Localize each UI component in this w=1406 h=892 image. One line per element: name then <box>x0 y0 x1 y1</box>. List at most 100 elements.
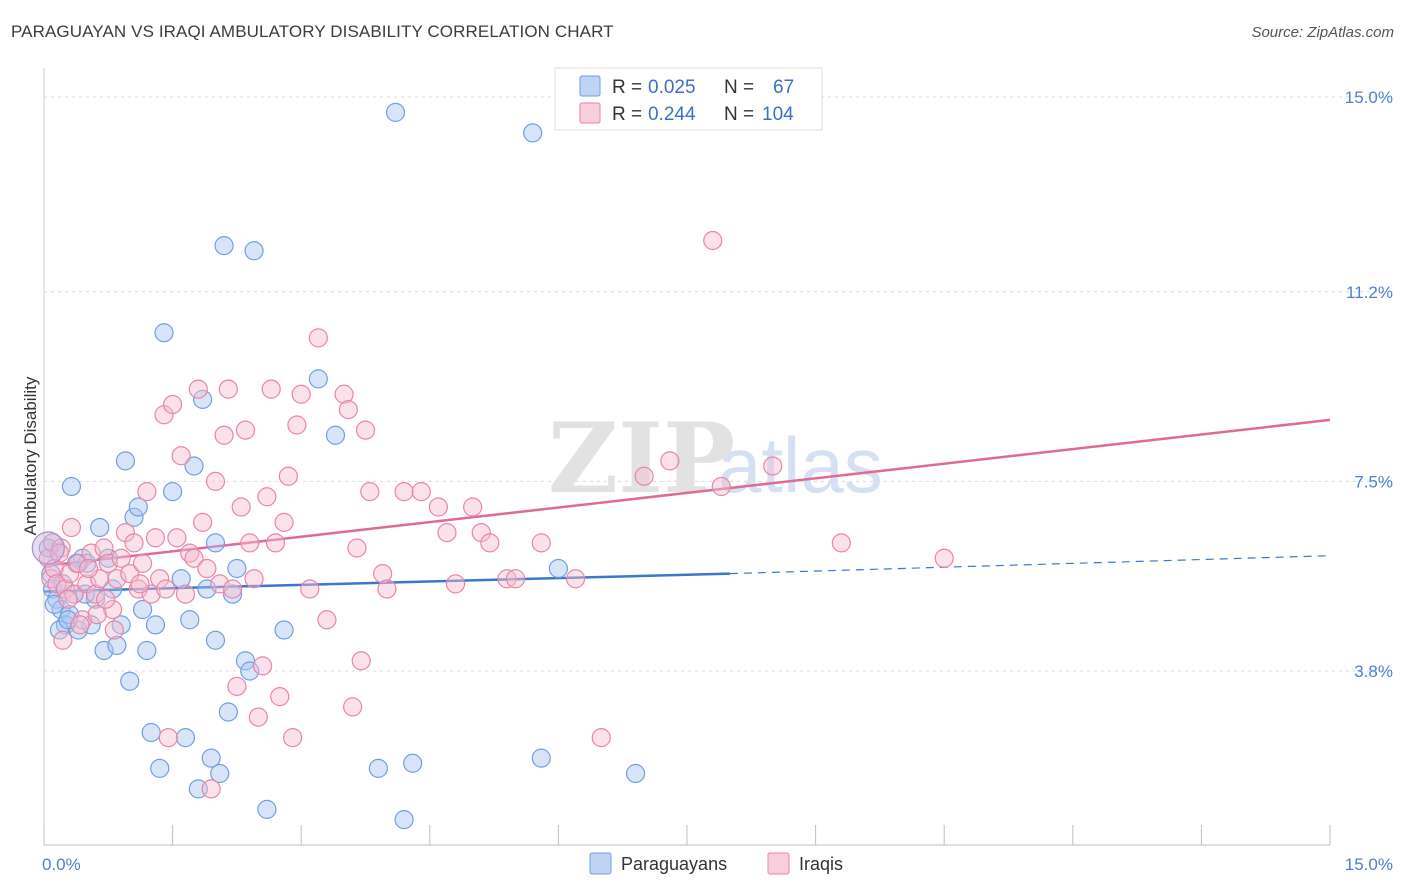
legend-item-iraqis-swatch <box>767 852 790 875</box>
data-point-paraguayans <box>90 517 110 538</box>
data-point-iraqis <box>137 482 157 502</box>
data-point-iraqis <box>227 676 247 696</box>
legend-r-label-paraguayans: R = <box>612 77 642 98</box>
data-point-iraqis <box>411 482 431 502</box>
data-point-paraguayans <box>625 763 646 784</box>
data-point-paraguayans <box>205 630 226 650</box>
data-point-paraguayans <box>107 635 127 655</box>
data-point-paraguayans <box>193 389 213 409</box>
data-point-iraqis <box>244 569 264 589</box>
data-point-iraqis <box>300 579 320 599</box>
chart-title: PARAGUAYAN VS IRAQI AMBULATORY DISABILIT… <box>11 22 614 41</box>
data-point-iraqis <box>70 615 90 635</box>
data-point-iraqis <box>38 548 58 568</box>
data-point-paraguayans <box>235 651 256 671</box>
x-tick-label-min: 0.0% <box>42 855 81 874</box>
watermark: ZIP atlas <box>548 402 883 515</box>
legend-n-value-iraqis: 104 <box>762 104 794 125</box>
legend-r-label-iraqis: R = <box>612 104 642 125</box>
data-point-iraqis <box>703 230 723 251</box>
series-paraguayans <box>38 102 646 830</box>
data-point-iraqis <box>270 687 290 707</box>
data-point-paraguayans <box>145 615 166 635</box>
data-point-paraguayans <box>368 758 388 778</box>
data-point-paraguayans <box>94 640 114 661</box>
data-point-paraguayans <box>137 640 157 661</box>
data-point-paraguayans <box>240 661 260 681</box>
data-point-paraguayans <box>85 589 106 609</box>
data-point-iraqis <box>201 779 221 799</box>
data-point-paraguayans <box>128 497 148 517</box>
data-point-iraqis <box>428 497 448 517</box>
data-point-paraguayans <box>197 579 217 599</box>
data-point-paraguayans <box>180 610 200 630</box>
data-point-iraqis <box>274 512 294 532</box>
data-point-iraqis <box>68 553 88 573</box>
data-point-iraqis <box>317 610 337 630</box>
data-point-iraqis <box>184 548 204 568</box>
data-point-iraqis <box>58 589 78 609</box>
data-point-paraguayans <box>218 702 238 722</box>
axes <box>43 68 1331 846</box>
legend-swatch-paraguayans <box>579 75 601 97</box>
data-point-iraqis <box>437 523 457 543</box>
legend-r-value-paraguayans: 0.025 <box>648 77 696 98</box>
data-point-iraqis <box>87 605 107 625</box>
data-point-iraqis <box>104 620 124 640</box>
data-point-iraqis <box>235 420 256 440</box>
data-point-paraguayans <box>61 476 82 497</box>
data-point-paraguayans <box>171 569 191 589</box>
data-point-paraguayans <box>102 579 123 599</box>
data-point-iraqis <box>505 569 526 589</box>
data-point-iraqis <box>197 558 217 579</box>
legend-item-paraguayans-swatch <box>589 852 612 875</box>
y-tick-label: 11.2% <box>1346 283 1393 302</box>
y-tick-label: 7.5% <box>1354 472 1393 491</box>
data-point-paraguayans <box>214 236 234 256</box>
data-point-iraqis <box>351 651 371 671</box>
series-iraqis <box>38 230 954 799</box>
data-point-iraqis <box>334 384 354 404</box>
data-point-iraqis <box>253 656 273 676</box>
data-point-paraguayans <box>120 671 140 691</box>
watermark-zip: ZIP <box>548 402 735 515</box>
data-point-paraguayans <box>132 599 153 620</box>
data-point-paraguayans <box>257 799 277 819</box>
data-point-iraqis <box>150 569 170 589</box>
data-point-iraqis <box>130 574 150 594</box>
data-point-iraqis <box>85 584 106 604</box>
data-point-paraguayans <box>184 456 204 476</box>
data-point-paraguayans <box>548 558 569 579</box>
series-legend: Paraguayans Iraqis <box>589 852 843 875</box>
legend-item-paraguayans: Paraguayans <box>621 854 727 874</box>
trend-line-paraguayans-projection <box>729 555 1331 575</box>
data-point-iraqis <box>145 528 166 548</box>
data-point-iraqis <box>347 538 367 558</box>
y-tick-label: 3.8% <box>1354 662 1393 681</box>
data-point-iraqis <box>240 533 260 553</box>
data-point-iraqis <box>565 569 586 589</box>
data-point-paraguayans <box>58 610 78 630</box>
data-point-iraqis <box>111 548 131 568</box>
legend-item-iraqis: Iraqis <box>799 854 843 874</box>
data-point-iraqis <box>531 533 551 553</box>
data-point-paraguayans <box>244 241 264 261</box>
data-point-iraqis <box>167 528 187 548</box>
data-point-paraguayans <box>141 722 161 743</box>
data-point-iraqis <box>41 569 61 589</box>
watermark-atlas: atlas <box>718 421 883 509</box>
data-point-iraqis <box>78 558 99 579</box>
data-point-iraqis <box>156 579 176 599</box>
data-point-iraqis <box>394 482 414 502</box>
data-point-iraqis <box>61 517 82 538</box>
data-point-paraguayans <box>403 753 423 773</box>
data-point-iraqis <box>377 579 397 599</box>
x-tick-labels: 0.0% 15.0% <box>42 855 1393 874</box>
data-point-iraqis <box>124 533 144 553</box>
data-point-iraqis <box>308 328 328 348</box>
data-point-iraqis <box>278 466 298 486</box>
data-point-paraguayans <box>394 810 414 830</box>
data-point-iraqis <box>343 697 363 717</box>
data-point-iraqis <box>171 446 191 466</box>
data-point-paraguayans <box>115 451 136 471</box>
